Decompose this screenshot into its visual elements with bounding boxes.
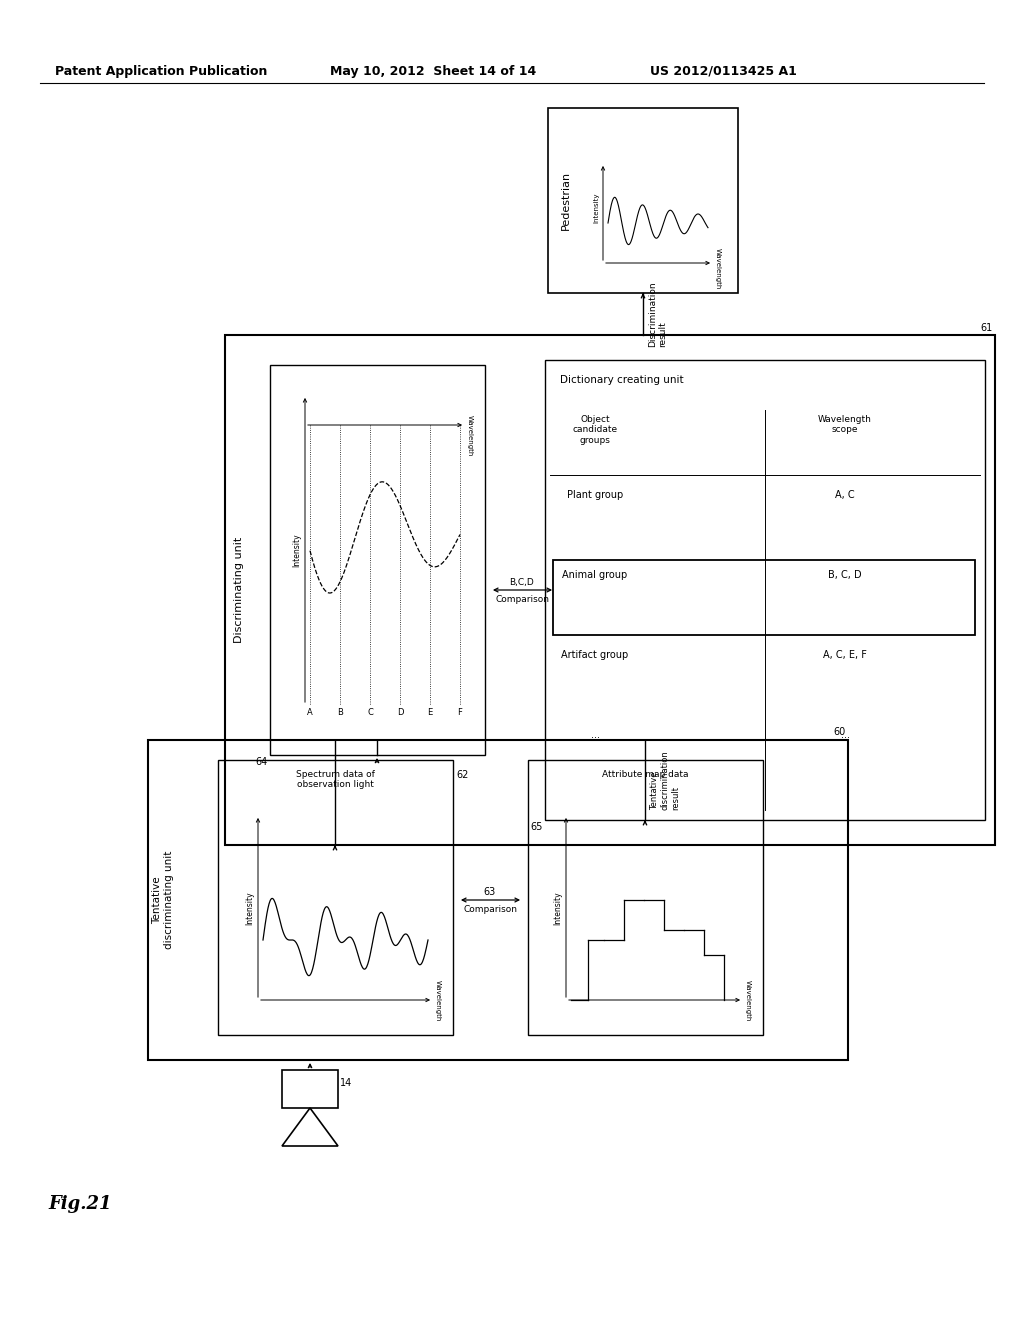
Text: Intensity: Intensity [553, 891, 562, 925]
Text: 63: 63 [484, 887, 496, 898]
Text: ...: ... [841, 730, 850, 741]
Bar [270, 366, 485, 755]
Text: D: D [396, 708, 403, 717]
Text: A, C, E, F: A, C, E, F [823, 649, 867, 660]
Text: 62: 62 [456, 770, 468, 780]
Text: Animal group: Animal group [562, 570, 628, 579]
Text: Wavelength: Wavelength [745, 979, 751, 1022]
Text: Wavelength
scope: Wavelength scope [818, 414, 872, 434]
Text: Spectrum data of
observation light: Spectrum data of observation light [296, 770, 375, 789]
Text: Discrimination
result: Discrimination result [648, 281, 668, 347]
Text: Attribute map data: Attribute map data [602, 770, 689, 779]
Text: 61: 61 [981, 323, 993, 333]
Text: Wavelength: Wavelength [467, 414, 473, 457]
Text: A: A [307, 708, 313, 717]
Text: Discriminating unit: Discriminating unit [234, 537, 244, 643]
Text: Dictionary creating unit: Dictionary creating unit [560, 375, 684, 385]
Bar [148, 741, 848, 1060]
Text: 64: 64 [256, 756, 268, 767]
Text: Comparison: Comparison [463, 906, 517, 913]
Bar [553, 560, 975, 635]
Text: Wavelength: Wavelength [435, 979, 441, 1022]
Text: 65: 65 [530, 822, 543, 832]
Text: 60: 60 [834, 727, 846, 737]
Text: Patent Application Publication: Patent Application Publication [55, 65, 267, 78]
Bar [218, 760, 453, 1035]
Text: Pedestrian: Pedestrian [561, 170, 571, 230]
Text: A, C: A, C [836, 490, 855, 500]
Text: C: C [367, 708, 373, 717]
Text: Wavelength: Wavelength [715, 248, 721, 289]
Text: Intensity: Intensity [593, 193, 599, 223]
Text: 14: 14 [340, 1078, 352, 1088]
Text: US 2012/0113425 A1: US 2012/0113425 A1 [650, 65, 797, 78]
Bar [548, 108, 738, 293]
Bar [282, 1071, 338, 1107]
Bar [225, 335, 995, 845]
Text: B,C,D: B,C,D [510, 578, 535, 587]
Text: Tentative
discrimination
result: Tentative discrimination result [650, 750, 680, 810]
Text: Intensity: Intensity [245, 891, 254, 925]
Bar [528, 760, 763, 1035]
Text: Tentative
discriminating unit: Tentative discriminating unit [152, 851, 174, 949]
Text: Object
candidate
groups: Object candidate groups [572, 414, 617, 445]
Text: Intensity: Intensity [292, 533, 301, 566]
Text: E: E [427, 708, 432, 717]
Text: ...: ... [591, 730, 599, 741]
Text: May 10, 2012  Sheet 14 of 14: May 10, 2012 Sheet 14 of 14 [330, 65, 537, 78]
Text: Comparison: Comparison [495, 595, 549, 605]
Text: Plant group: Plant group [567, 490, 624, 500]
Text: Fig.21: Fig.21 [48, 1195, 112, 1213]
Text: B, C, D: B, C, D [828, 570, 862, 579]
Text: Artifact group: Artifact group [561, 649, 629, 660]
Text: F: F [458, 708, 463, 717]
Text: B: B [337, 708, 343, 717]
Bar [545, 360, 985, 820]
